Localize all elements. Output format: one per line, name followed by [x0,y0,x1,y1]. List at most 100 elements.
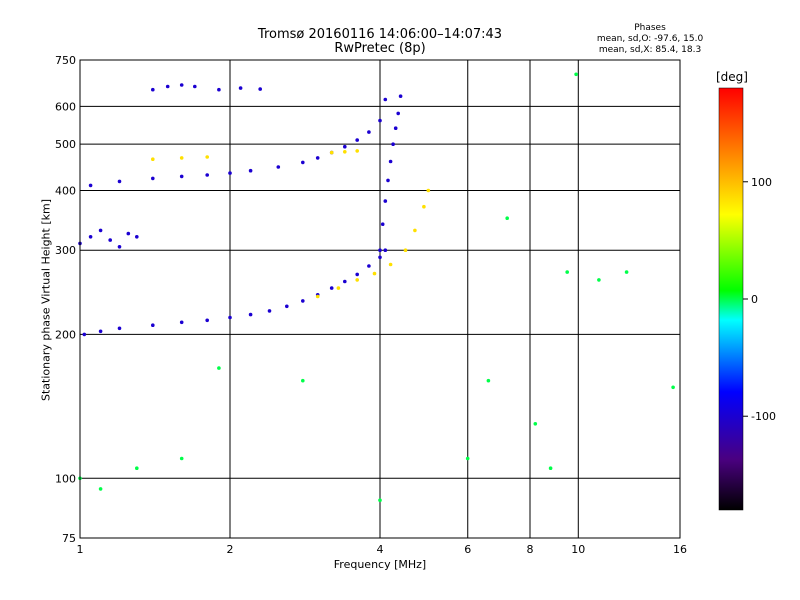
data-point [378,498,382,503]
data-point [624,270,629,274]
plot-frame [79,59,681,539]
chart-title: Tromsø 20160116 14:06:00–14:07:43 [257,27,503,42]
data-point [315,156,320,160]
data-point [301,378,305,383]
data-point [205,155,209,159]
series-x-mode-trace-lower- [315,188,431,299]
stats-x-mode: mean, sd,X: 85.4, 18.3 [598,45,702,55]
data-point [151,157,155,161]
data-points [78,72,675,503]
data-point [98,228,103,233]
data-point [126,231,131,236]
y-tick-label: 400 [55,184,76,197]
data-point [179,174,184,179]
data-point [238,86,243,90]
y-tick-label: 300 [55,244,76,257]
data-point [548,466,553,471]
data-point [267,309,272,313]
data-point [315,294,320,299]
data-point [98,329,103,334]
data-point [398,94,403,98]
series-low-frequency-cluster [78,228,139,249]
data-point [108,238,112,242]
data-point [383,97,388,102]
data-point [378,255,382,260]
data-point [426,188,431,193]
data-point [403,248,408,252]
y-axis-label: Stationary phase Virtual Height [km] [39,198,53,402]
data-point [380,222,385,226]
y-tick-label: 500 [55,138,76,151]
series-scattered-echoes [78,72,675,503]
x-tick-label: 10 [571,543,585,556]
data-point [228,315,232,320]
data-point [391,142,395,146]
data-point [117,245,122,249]
data-point [82,332,87,337]
x-tick-label: 6 [464,543,471,556]
x-tick-label: 2 [227,543,234,556]
colorbar-tick-label: 0 [751,293,758,306]
data-point [276,165,281,169]
data-point [205,173,209,177]
data-point [383,199,388,203]
data-point [343,279,347,284]
data-point [151,176,155,181]
data-point [367,130,371,134]
colorbar-label: [deg] [716,70,748,84]
data-point [228,171,232,175]
data-point [574,72,578,77]
y-tick-label: 750 [55,54,76,67]
data-point [343,150,347,154]
stats-header: Phases [634,23,666,33]
data-point [88,183,93,188]
data-point [301,299,305,303]
data-point [301,160,305,165]
data-point [179,83,184,87]
data-point [329,286,334,290]
data-point [393,126,398,130]
data-point [355,272,360,277]
data-point [217,87,221,92]
series-x-mode-trace-upper- [151,149,360,161]
data-point [355,278,360,282]
data-point [505,216,510,220]
data-point [88,235,93,239]
data-point [378,118,382,123]
data-point [135,466,139,471]
stats-o-mode: mean, sd,O: -97.6, 15.0 [596,34,704,44]
data-point [117,326,122,331]
data-point [355,138,360,142]
data-point [179,320,184,325]
data-point [179,456,184,461]
series-o-mode-f-layer-trace-lower- [82,248,388,337]
data-point [151,323,155,328]
grid-lines [80,60,680,538]
data-point [388,262,393,267]
data-point [248,168,253,173]
data-point [258,87,263,91]
chart-subtitle: RwPretec (8p) [334,41,426,56]
data-point [671,385,675,390]
colorbar-tick-label: -100 [751,410,776,423]
data-point [285,304,289,309]
data-point [355,149,360,153]
data-point [597,278,601,282]
data-point [248,312,253,317]
data-point [135,235,139,239]
data-point [486,378,491,383]
data-point [386,178,390,183]
data-point [343,144,347,149]
data-point [98,487,103,491]
colorbar [718,87,744,511]
series-o-mode-cusp-near-fof2 [378,94,403,252]
data-point [117,179,122,184]
data-point [151,87,155,92]
data-point [388,159,393,164]
y-tick-label: 100 [55,472,76,485]
data-point [533,422,538,426]
data-point [565,270,569,274]
x-tick-label: 4 [377,543,384,556]
data-point [422,204,426,209]
